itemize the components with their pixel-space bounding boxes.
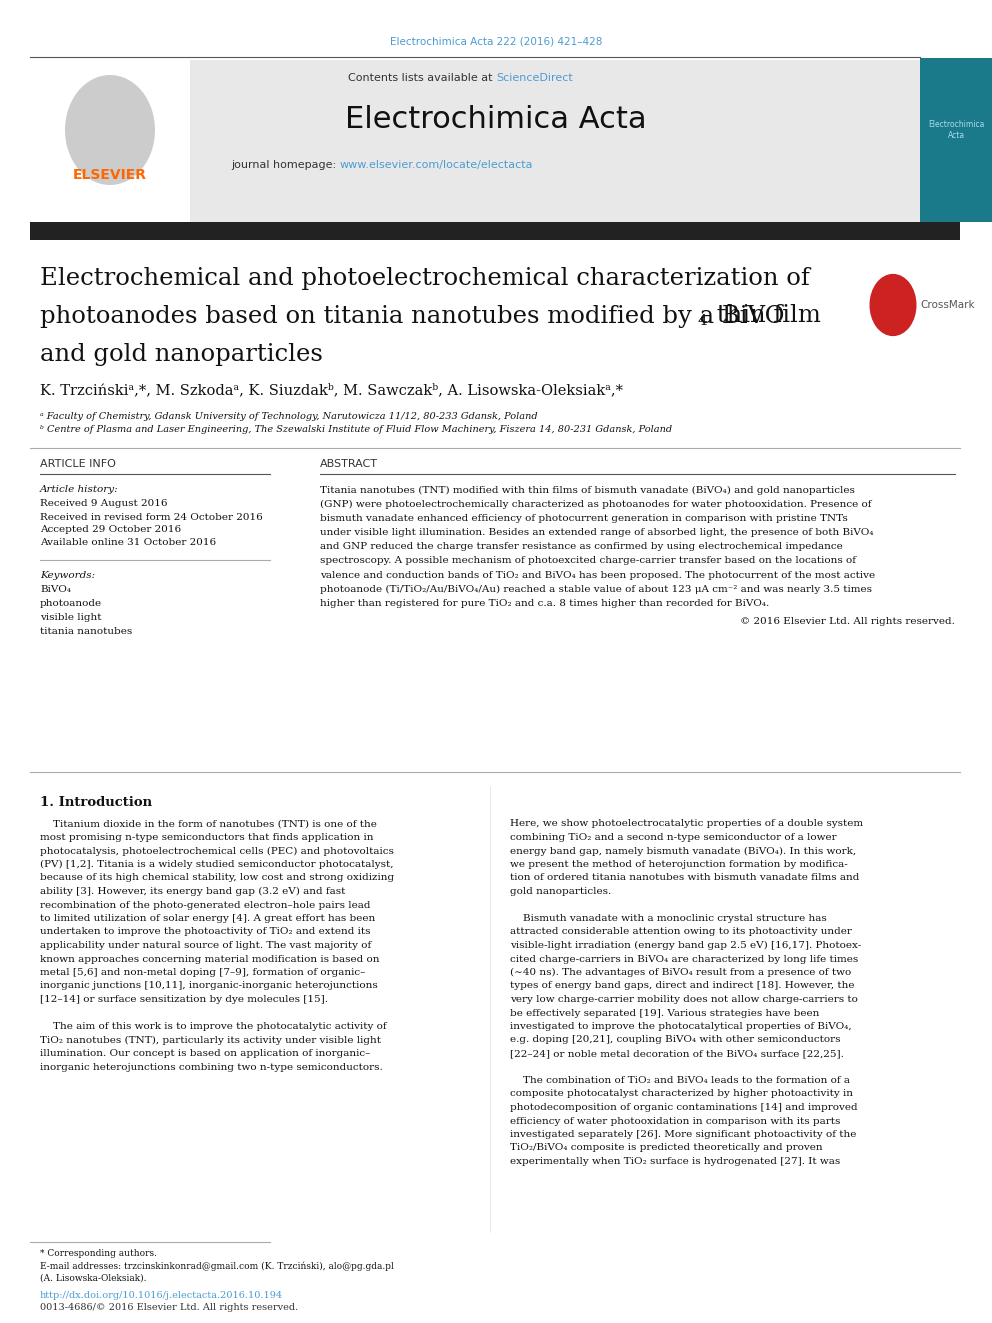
Text: [22–24] or noble metal decoration of the BiVO₄ surface [22,25].: [22–24] or noble metal decoration of the… bbox=[510, 1049, 844, 1058]
Text: Keywords:: Keywords: bbox=[40, 570, 95, 579]
Text: e.g. doping [20,21], coupling BiVO₄ with other semiconductors: e.g. doping [20,21], coupling BiVO₄ with… bbox=[510, 1036, 840, 1044]
Text: tion of ordered titania nanotubes with bismuth vanadate films and: tion of ordered titania nanotubes with b… bbox=[510, 873, 859, 882]
Text: cited charge-carriers in BiVO₄ are characterized by long life times: cited charge-carriers in BiVO₄ are chara… bbox=[510, 954, 858, 963]
Text: inorganic heterojunctions combining two n-type semiconductors.: inorganic heterojunctions combining two … bbox=[40, 1062, 383, 1072]
Text: and gold nanoparticles: and gold nanoparticles bbox=[40, 343, 322, 365]
Ellipse shape bbox=[65, 75, 155, 185]
Text: energy band gap, namely bismuth vanadate (BiVO₄). In this work,: energy band gap, namely bismuth vanadate… bbox=[510, 847, 856, 856]
Text: (PV) [1,2]. Titania is a widely studied semiconductor photocatalyst,: (PV) [1,2]. Titania is a widely studied … bbox=[40, 860, 394, 869]
Text: illumination. Our concept is based on application of inorganic–: illumination. Our concept is based on ap… bbox=[40, 1049, 370, 1058]
Text: 1. Introduction: 1. Introduction bbox=[40, 795, 152, 808]
Text: we present the method of heterojunction formation by modifica-: we present the method of heterojunction … bbox=[510, 860, 848, 869]
Text: types of energy band gaps, direct and indirect [18]. However, the: types of energy band gaps, direct and in… bbox=[510, 982, 854, 991]
Circle shape bbox=[870, 275, 916, 336]
Text: Bismuth vanadate with a monoclinic crystal structure has: Bismuth vanadate with a monoclinic cryst… bbox=[510, 914, 826, 923]
Text: (∼40 ns). The advantages of BiVO₄ result from a presence of two: (∼40 ns). The advantages of BiVO₄ result… bbox=[510, 968, 851, 978]
Text: ARTICLE INFO: ARTICLE INFO bbox=[40, 459, 116, 468]
Text: metal [5,6] and non-metal doping [7–9], formation of organic–: metal [5,6] and non-metal doping [7–9], … bbox=[40, 968, 365, 976]
Text: and GNP reduced the charge transfer resistance as confirmed by using electrochem: and GNP reduced the charge transfer resi… bbox=[320, 542, 843, 552]
Text: attracted considerable attention owing to its photoactivity under: attracted considerable attention owing t… bbox=[510, 927, 852, 937]
Bar bbox=[190, 60, 920, 222]
Text: gold nanoparticles.: gold nanoparticles. bbox=[510, 886, 611, 896]
Text: thin film: thin film bbox=[709, 304, 820, 328]
Text: most promising n-type semiconductors that finds application in: most promising n-type semiconductors tha… bbox=[40, 833, 374, 841]
Text: higher than registered for pure TiO₂ and c.a. 8 times higher than recorded for B: higher than registered for pure TiO₂ and… bbox=[320, 599, 769, 609]
Text: Electrochemical and photoelectrochemical characterization of: Electrochemical and photoelectrochemical… bbox=[40, 266, 809, 290]
Text: 0013-4686/© 2016 Elsevier Ltd. All rights reserved.: 0013-4686/© 2016 Elsevier Ltd. All right… bbox=[40, 1303, 299, 1312]
Text: The combination of TiO₂ and BiVO₄ leads to the formation of a: The combination of TiO₂ and BiVO₄ leads … bbox=[510, 1076, 850, 1085]
Text: photodecomposition of organic contaminations [14] and improved: photodecomposition of organic contaminat… bbox=[510, 1103, 858, 1113]
Text: efficiency of water photooxidation in comparison with its parts: efficiency of water photooxidation in co… bbox=[510, 1117, 840, 1126]
Text: undertaken to improve the photoactivity of TiO₂ and extend its: undertaken to improve the photoactivity … bbox=[40, 927, 370, 937]
Text: http://dx.doi.org/10.1016/j.electacta.2016.10.194: http://dx.doi.org/10.1016/j.electacta.20… bbox=[40, 1290, 283, 1299]
Text: spectroscopy. A possible mechanism of photoexcited charge-carrier transfer based: spectroscopy. A possible mechanism of ph… bbox=[320, 557, 856, 565]
Text: Contents lists available at: Contents lists available at bbox=[348, 73, 496, 83]
Text: be effectively separated [19]. Various strategies have been: be effectively separated [19]. Various s… bbox=[510, 1008, 819, 1017]
Text: ScienceDirect: ScienceDirect bbox=[496, 73, 572, 83]
Text: BiVO₄: BiVO₄ bbox=[40, 586, 71, 594]
Bar bbox=[30, 60, 190, 222]
Text: Titania nanotubes (TNT) modified with thin films of bismuth vanadate (BiVO₄) and: Titania nanotubes (TNT) modified with th… bbox=[320, 486, 855, 495]
Bar bbox=[920, 58, 992, 222]
Text: composite photocatalyst characterized by higher photoactivity in: composite photocatalyst characterized by… bbox=[510, 1090, 853, 1098]
Text: Here, we show photoelectrocatalytic properties of a double system: Here, we show photoelectrocatalytic prop… bbox=[510, 819, 863, 828]
Text: © 2016 Elsevier Ltd. All rights reserved.: © 2016 Elsevier Ltd. All rights reserved… bbox=[740, 618, 955, 626]
Text: applicability under natural source of light. The vast majority of: applicability under natural source of li… bbox=[40, 941, 371, 950]
Text: Article history:: Article history: bbox=[40, 486, 119, 495]
Text: photoanode (Ti/TiO₂/Au/BiVO₄/Au) reached a stable value of about 123 μA cm⁻² and: photoanode (Ti/TiO₂/Au/BiVO₄/Au) reached… bbox=[320, 585, 872, 594]
Text: visible-light irradiation (energy band gap 2.5 eV) [16,17]. Photoex-: visible-light irradiation (energy band g… bbox=[510, 941, 861, 950]
Text: visible light: visible light bbox=[40, 614, 101, 623]
Text: bismuth vanadate enhanced efficiency of photocurrent generation in comparison wi: bismuth vanadate enhanced efficiency of … bbox=[320, 513, 848, 523]
Text: recombination of the photo-generated electron–hole pairs lead: recombination of the photo-generated ele… bbox=[40, 901, 370, 909]
Text: experimentally when TiO₂ surface is hydrogenated [27]. It was: experimentally when TiO₂ surface is hydr… bbox=[510, 1158, 840, 1166]
Text: titania nanotubes: titania nanotubes bbox=[40, 627, 132, 636]
Text: Electrochimica Acta 222 (2016) 421–428: Electrochimica Acta 222 (2016) 421–428 bbox=[390, 37, 602, 48]
Text: (A. Lisowska-Oleksiak).: (A. Lisowska-Oleksiak). bbox=[40, 1274, 147, 1282]
Text: CrossMark: CrossMark bbox=[920, 300, 974, 310]
Text: The aim of this work is to improve the photocatalytic activity of: The aim of this work is to improve the p… bbox=[40, 1021, 387, 1031]
Text: [12–14] or surface sensitization by dye molecules [15].: [12–14] or surface sensitization by dye … bbox=[40, 995, 328, 1004]
Text: Received in revised form 24 October 2016: Received in revised form 24 October 2016 bbox=[40, 512, 263, 521]
Text: * Corresponding authors.: * Corresponding authors. bbox=[40, 1249, 157, 1258]
Text: ability [3]. However, its energy band gap (3.2 eV) and fast: ability [3]. However, its energy band ga… bbox=[40, 886, 345, 896]
Text: Received 9 August 2016: Received 9 August 2016 bbox=[40, 500, 168, 508]
Text: journal homepage:: journal homepage: bbox=[231, 160, 340, 169]
Text: Accepted 29 October 2016: Accepted 29 October 2016 bbox=[40, 525, 182, 534]
Text: combining TiO₂ and a second n-type semiconductor of a lower: combining TiO₂ and a second n-type semic… bbox=[510, 833, 836, 841]
Bar bbox=[30, 222, 960, 239]
Text: (GNP) were photoelectrochemically characterized as photoanodes for water photoox: (GNP) were photoelectrochemically charac… bbox=[320, 500, 872, 509]
Text: investigated separately [26]. More significant photoactivity of the: investigated separately [26]. More signi… bbox=[510, 1130, 856, 1139]
Text: photocatalysis, photoelectrochemical cells (PEC) and photovoltaics: photocatalysis, photoelectrochemical cel… bbox=[40, 847, 394, 856]
Text: under visible light illumination. Besides an extended range of absorbed light, t: under visible light illumination. Beside… bbox=[320, 528, 874, 537]
Text: ᵇ Centre of Plasma and Laser Engineering, The Szewalski Institute of Fluid Flow : ᵇ Centre of Plasma and Laser Engineering… bbox=[40, 426, 673, 434]
Text: ᵃ Faculty of Chemistry, Gdansk University of Technology, Narutowicza 11/12, 80-2: ᵃ Faculty of Chemistry, Gdansk Universit… bbox=[40, 411, 538, 421]
Text: TiO₂ nanotubes (TNT), particularly its activity under visible light: TiO₂ nanotubes (TNT), particularly its a… bbox=[40, 1036, 381, 1045]
Text: E-mail addresses: trzcinskinkonrad@gmail.com (K. Trzciński), alo@pg.gda.pl: E-mail addresses: trzcinskinkonrad@gmail… bbox=[40, 1261, 394, 1271]
Text: known approaches concerning material modification is based on: known approaches concerning material mod… bbox=[40, 954, 380, 963]
Text: inorganic junctions [10,11], inorganic-inorganic heterojunctions: inorganic junctions [10,11], inorganic-i… bbox=[40, 982, 378, 991]
Text: to limited utilization of solar energy [4]. A great effort has been: to limited utilization of solar energy [… bbox=[40, 914, 375, 923]
Text: TiO₂/BiVO₄ composite is predicted theoretically and proven: TiO₂/BiVO₄ composite is predicted theore… bbox=[510, 1143, 822, 1152]
Text: Electrochimica Acta: Electrochimica Acta bbox=[345, 106, 647, 135]
Text: very low charge-carrier mobility does not allow charge-carriers to: very low charge-carrier mobility does no… bbox=[510, 995, 858, 1004]
Text: Electrochimica
Acta: Electrochimica Acta bbox=[928, 120, 984, 140]
Text: investigated to improve the photocatalytical properties of BiVO₄,: investigated to improve the photocatalyt… bbox=[510, 1021, 851, 1031]
Text: www.elsevier.com/locate/electacta: www.elsevier.com/locate/electacta bbox=[340, 160, 534, 169]
Text: ELSEVIER: ELSEVIER bbox=[73, 168, 147, 183]
Text: Titanium dioxide in the form of nanotubes (TNT) is one of the: Titanium dioxide in the form of nanotube… bbox=[40, 819, 377, 828]
Text: photoanodes based on titania nanotubes modified by a BiVO: photoanodes based on titania nanotubes m… bbox=[40, 304, 785, 328]
Text: because of its high chemical stability, low cost and strong oxidizing: because of its high chemical stability, … bbox=[40, 873, 394, 882]
Text: valence and conduction bands of TiO₂ and BiVO₄ has been proposed. The photocurre: valence and conduction bands of TiO₂ and… bbox=[320, 570, 875, 579]
Text: K. Trzcińskiᵃ,*, M. Szkodaᵃ, K. Siuzdakᵇ, M. Sawczakᵇ, A. Lisowska-Oleksiakᵃ,*: K. Trzcińskiᵃ,*, M. Szkodaᵃ, K. Siuzdakᵇ… bbox=[40, 382, 623, 397]
Text: photoanode: photoanode bbox=[40, 599, 102, 609]
Text: 4: 4 bbox=[698, 314, 707, 328]
Text: ABSTRACT: ABSTRACT bbox=[320, 459, 378, 468]
Text: Available online 31 October 2016: Available online 31 October 2016 bbox=[40, 538, 216, 548]
